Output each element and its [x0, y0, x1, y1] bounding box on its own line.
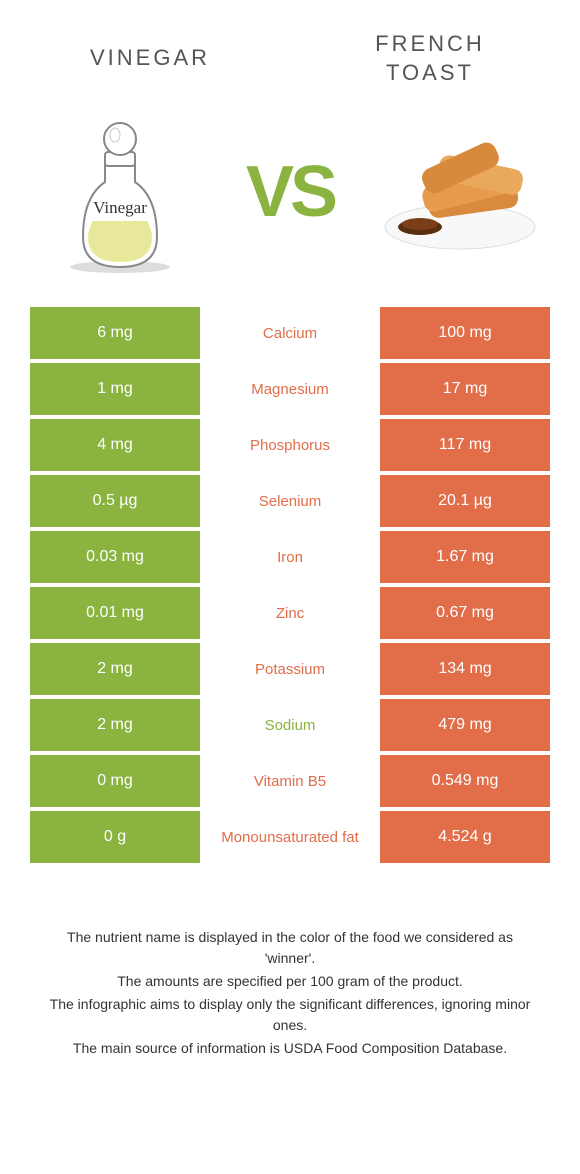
left-value: 0 mg: [30, 755, 200, 807]
right-value: 4.524 g: [380, 811, 550, 863]
header: Vinegar French toast: [0, 0, 580, 97]
table-row: 0.03 mgIron1.67 mg: [30, 531, 550, 583]
nutrient-name: Vitamin B5: [200, 755, 380, 807]
nutrient-name: Phosphorus: [200, 419, 380, 471]
left-title: Vinegar: [50, 44, 250, 73]
table-row: 6 mgCalcium100 mg: [30, 307, 550, 359]
vinegar-illustration: Vinegar: [40, 107, 200, 277]
right-value: 479 mg: [380, 699, 550, 751]
nutrient-name: Selenium: [200, 475, 380, 527]
right-title: French toast: [330, 30, 530, 87]
right-value: 100 mg: [380, 307, 550, 359]
right-value: 1.67 mg: [380, 531, 550, 583]
nutrient-name: Calcium: [200, 307, 380, 359]
right-value: 0.67 mg: [380, 587, 550, 639]
nutrient-name: Sodium: [200, 699, 380, 751]
left-value: 6 mg: [30, 307, 200, 359]
nutrient-name: Monounsaturated fat: [200, 811, 380, 863]
left-value: 0.01 mg: [30, 587, 200, 639]
footer-line: The nutrient name is displayed in the co…: [40, 927, 540, 969]
footer-line: The main source of information is USDA F…: [40, 1038, 540, 1059]
left-value: 2 mg: [30, 699, 200, 751]
footer-line: The amounts are specified per 100 gram o…: [40, 971, 540, 992]
nutrient-name: Magnesium: [200, 363, 380, 415]
vs-label: VS: [246, 151, 334, 233]
left-value: 0.03 mg: [30, 531, 200, 583]
left-value: 1 mg: [30, 363, 200, 415]
left-value: 4 mg: [30, 419, 200, 471]
nutrient-name: Iron: [200, 531, 380, 583]
right-value: 20.1 µg: [380, 475, 550, 527]
table-row: 0.5 µgSelenium20.1 µg: [30, 475, 550, 527]
table-row: 2 mgSodium479 mg: [30, 699, 550, 751]
right-value: 0.549 mg: [380, 755, 550, 807]
nutrient-name: Zinc: [200, 587, 380, 639]
table-row: 4 mgPhosphorus117 mg: [30, 419, 550, 471]
left-value: 2 mg: [30, 643, 200, 695]
table-row: 0.01 mgZinc0.67 mg: [30, 587, 550, 639]
footer-notes: The nutrient name is displayed in the co…: [0, 867, 580, 1059]
frenchtoast-illustration: [380, 107, 540, 277]
nutrient-name: Potassium: [200, 643, 380, 695]
table-row: 0 mgVitamin B50.549 mg: [30, 755, 550, 807]
right-value: 17 mg: [380, 363, 550, 415]
table-row: 2 mgPotassium134 mg: [30, 643, 550, 695]
table-row: 0 gMonounsaturated fat4.524 g: [30, 811, 550, 863]
left-value: 0.5 µg: [30, 475, 200, 527]
footer-line: The infographic aims to display only the…: [40, 994, 540, 1036]
comparison-table: 6 mgCalcium100 mg1 mgMagnesium17 mg4 mgP…: [30, 307, 550, 863]
bottle-label: Vinegar: [93, 198, 147, 217]
right-value: 117 mg: [380, 419, 550, 471]
hero-row: Vinegar VS: [0, 97, 580, 297]
right-value: 134 mg: [380, 643, 550, 695]
table-row: 1 mgMagnesium17 mg: [30, 363, 550, 415]
left-value: 0 g: [30, 811, 200, 863]
